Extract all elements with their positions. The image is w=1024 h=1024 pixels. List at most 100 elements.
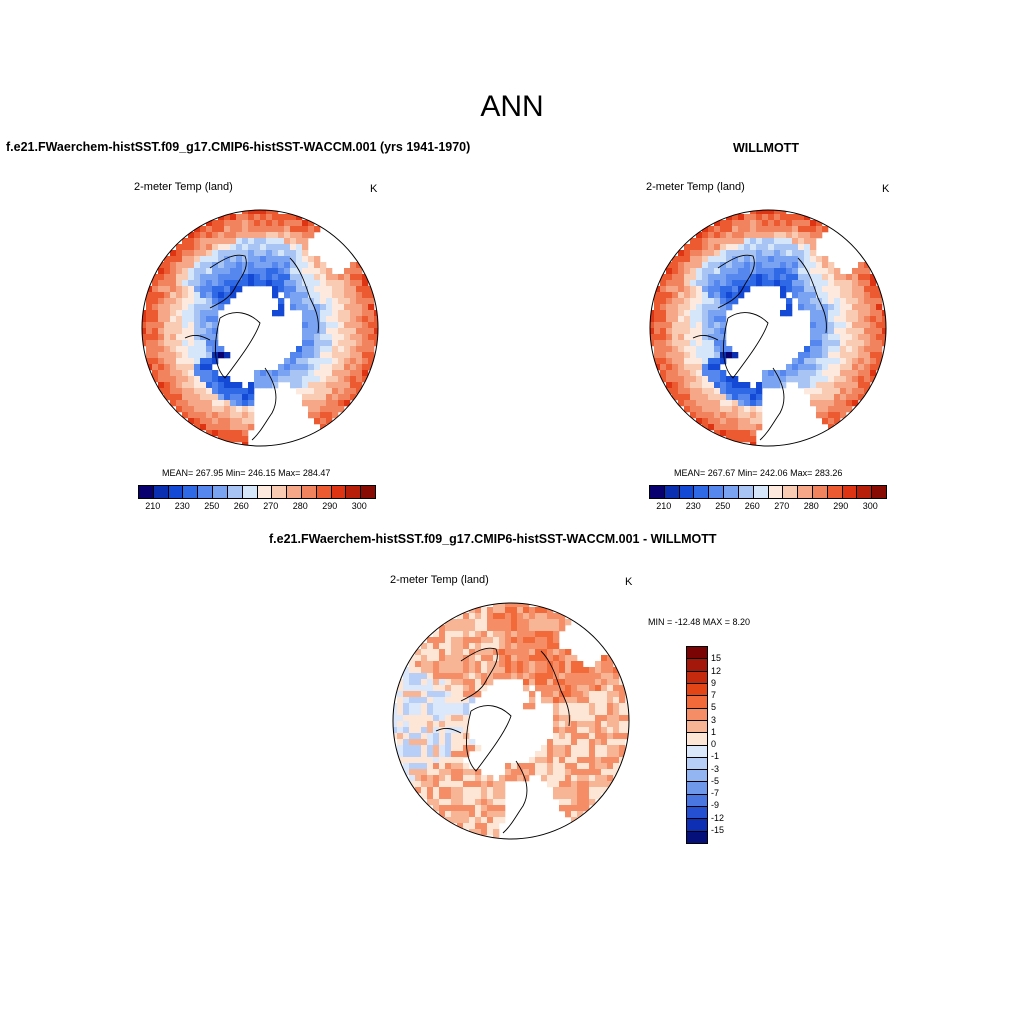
grid-cell — [607, 685, 614, 692]
grid-cell — [834, 268, 841, 275]
grid-cell — [218, 214, 225, 221]
grid-cell — [302, 400, 309, 407]
grid-cell — [314, 292, 321, 299]
grid-cell — [768, 268, 775, 275]
grid-cell — [188, 244, 195, 251]
grid-cell — [834, 304, 841, 311]
grid-cell — [858, 292, 865, 299]
grid-cell — [601, 655, 608, 662]
grid-cell — [302, 286, 309, 293]
grid-cell — [158, 310, 165, 317]
colorbar-box — [331, 486, 347, 498]
grid-cell — [750, 430, 757, 437]
grid-cell — [308, 226, 315, 233]
colorbar-box — [301, 486, 317, 498]
grid-cell — [708, 328, 715, 335]
grid-cell — [236, 382, 243, 389]
grid-cell — [302, 268, 309, 275]
grid-cell — [595, 751, 602, 758]
grid-cell — [607, 667, 614, 674]
grid-cell — [260, 232, 267, 239]
grid-cell — [720, 406, 727, 413]
grid-cell — [828, 382, 835, 389]
grid-cell — [738, 400, 745, 407]
grid-cell — [738, 280, 745, 287]
grid-cell — [397, 679, 404, 686]
grid-cell — [583, 679, 590, 686]
grid-cell — [152, 274, 159, 281]
grid-cell — [487, 817, 494, 824]
grid-cell — [541, 667, 548, 674]
grid-cell — [822, 394, 829, 401]
grid-cell — [433, 685, 440, 692]
grid-cell — [720, 376, 727, 383]
grid-cell — [505, 661, 512, 668]
grid-cell — [463, 649, 470, 656]
grid-cell — [607, 715, 614, 722]
grid-cell — [523, 613, 530, 620]
grid-cell — [870, 370, 877, 377]
grid-cell — [846, 382, 853, 389]
grid-cell — [326, 304, 333, 311]
grid-cell — [864, 310, 871, 317]
grid-cell — [194, 268, 201, 275]
grid-cell — [463, 751, 470, 758]
grid-cell — [822, 346, 829, 353]
grid-cell — [362, 292, 369, 299]
grid-cell — [302, 304, 309, 311]
grid-cell — [302, 376, 309, 383]
grid-cell — [350, 370, 357, 377]
grid-cell — [529, 703, 536, 710]
grid-cell — [858, 262, 865, 269]
grid-cell — [397, 739, 404, 746]
grid-cell — [601, 775, 608, 782]
grid-cell — [762, 274, 769, 281]
grid-cell — [822, 352, 829, 359]
grid-cell — [625, 733, 629, 740]
grid-cell — [278, 250, 285, 257]
grid-cell — [553, 709, 560, 716]
grid-cell — [547, 637, 554, 644]
grid-cell — [176, 370, 183, 377]
grid-cell — [409, 673, 416, 680]
grid-cell — [451, 787, 458, 794]
colorbar-tick-label: -12 — [711, 812, 725, 823]
grid-cell — [493, 643, 500, 650]
grid-cell — [356, 370, 363, 377]
grid-cell — [272, 280, 279, 287]
grid-cell — [696, 286, 703, 293]
grid-cell — [433, 667, 440, 674]
grid-cell — [786, 310, 793, 317]
grid-cell — [702, 244, 709, 251]
grid-cell — [607, 733, 614, 740]
grid-cell — [290, 352, 297, 359]
grid-cell — [816, 352, 823, 359]
grid-cell — [182, 394, 189, 401]
grid-cell — [475, 619, 482, 626]
grid-cell — [338, 280, 345, 287]
grid-cell — [870, 352, 877, 359]
grid-cell — [714, 316, 721, 323]
grid-cell — [523, 643, 530, 650]
grid-cell — [236, 280, 243, 287]
grid-cell — [224, 352, 231, 359]
grid-cell — [254, 280, 261, 287]
grid-cell — [272, 370, 279, 377]
grid-cell — [481, 613, 488, 620]
grid-cell — [457, 751, 464, 758]
grid-cell — [170, 382, 177, 389]
grid-cell — [433, 703, 440, 710]
grid-cell — [613, 727, 620, 734]
grid-cell — [499, 781, 506, 788]
grid-cell — [571, 721, 578, 728]
colorbar-box — [798, 486, 813, 498]
grid-cell — [427, 787, 434, 794]
colorbar-box — [687, 757, 707, 771]
grid-cell — [852, 400, 859, 407]
grid-cell — [332, 370, 339, 377]
grid-cell — [834, 340, 841, 347]
grid-cell — [499, 655, 506, 662]
grid-cell — [176, 334, 183, 341]
grid-cell — [403, 709, 410, 716]
grid-cell — [206, 376, 213, 383]
